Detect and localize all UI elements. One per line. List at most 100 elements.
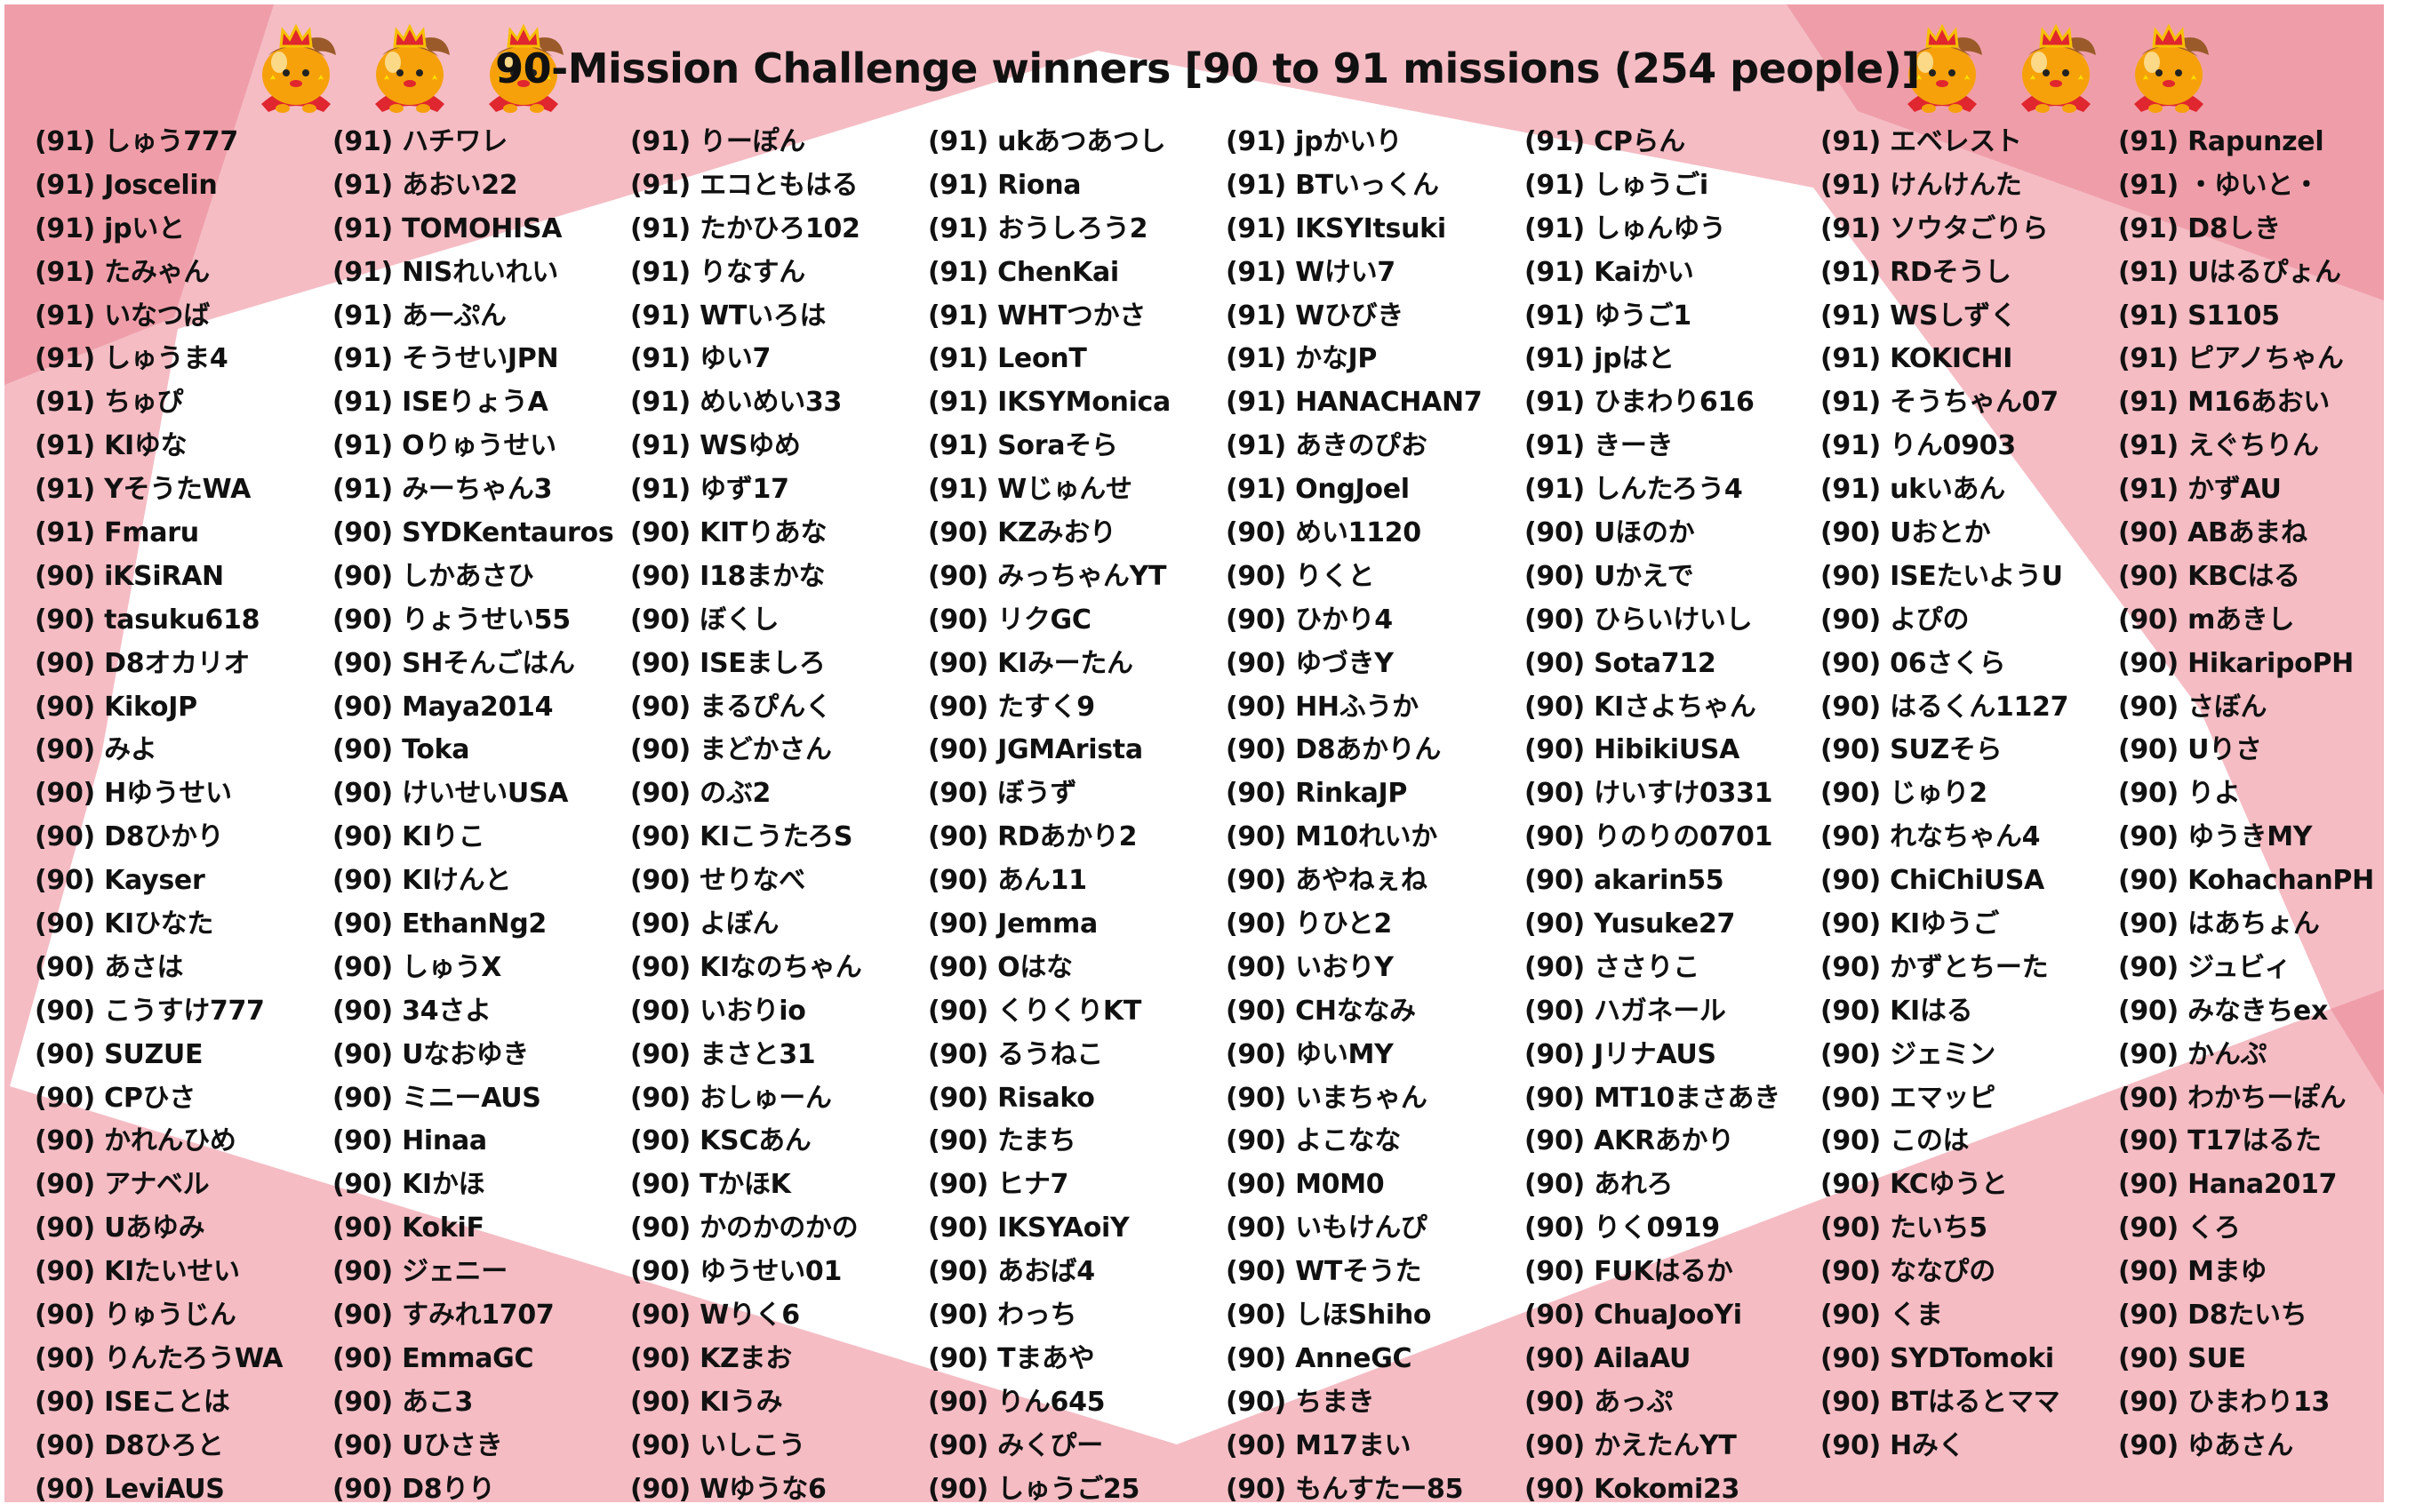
winner-entry: (91) たかひろ102 [630,212,860,244]
winner-entry: (90) Uほのか [1524,517,1695,549]
winner-entry: (90) D8りり [332,1473,495,1505]
winner-entry: (90) あっぷ [1524,1386,1674,1418]
winner-entry: (90) EthanNg2 [332,908,547,940]
winner-entry: (90) KIこうたろS [630,821,853,853]
winner-entry: (91) エベレスト [1820,126,2022,157]
winner-entry: (90) KIみーたん [928,647,1133,679]
winner-entry: (90) SUE [2118,1342,2246,1374]
winner-entry: (91) HANACHAN7 [1226,387,1483,419]
winner-entry: (90) たすく9 [928,691,1095,723]
winner-entry: (90) くりくりKT [928,995,1142,1027]
winner-entry: (90) しかあさひ [332,560,534,592]
winner-entry: (90) Uなおゆき [332,1038,529,1070]
winner-entry: (90) わっち [928,1300,1077,1332]
winner-entry: (90) ななぴの [1820,1256,1995,1288]
winner-entry: (90) りく0919 [1524,1212,1720,1244]
winner-entry: (90) しゅうご25 [928,1473,1140,1505]
winner-entry: (91) しゅんゆう [1524,212,1726,244]
winner-entry: (90) のぶ2 [630,778,772,810]
winner-entry: (90) Wゆうな6 [630,1473,827,1505]
winner-entry: (90) もんすたー85 [1226,1473,1464,1505]
winner-entry: (91) ゆうご1 [1524,300,1691,332]
winner-entry: (90) Maya2014 [332,691,554,723]
winner-entry: (90) ぼうず [928,778,1077,810]
winner-entry: (91) Fmaru [35,517,199,549]
winner-entry: (91) エコともはる [630,169,859,201]
winner-entry: (90) RinkaJP [1226,778,1408,810]
winners-column: (91) Rapunzel (91) ・ゆいと・ (91) D8しき (91) Uはる… [2118,121,2374,1468]
winner-entry: (90) みくぴー [928,1429,1103,1461]
winner-entry: (91) WSゆめ [630,430,801,462]
winner-entry: (90) たまち [928,1125,1076,1157]
crowned-orange-mascot-icon [2116,20,2221,119]
winner-entry: (90) KohachanPH [2118,865,2374,897]
winner-entry: (90) SUZUE [35,1038,204,1070]
winner-entry: (91) そうちゃん07 [1820,387,2059,419]
winner-entry: (90) KIひなた [35,908,214,940]
winner-entry: (90) D8ひろと [35,1429,224,1461]
winner-entry: (90) M17まい [1226,1429,1411,1461]
winner-entry: (90) KBCはる [2118,560,2300,592]
winner-entry: (90) かのかのかの [630,1212,859,1244]
winner-entry: (90) かずとちーた [1820,951,2049,983]
winner-entry: (90) Risako [928,1082,1095,1114]
winner-entry: (90) LeviAUS [35,1473,225,1505]
winner-entry: (90) ひかり4 [1226,604,1393,636]
page-title: 90-Mission Challenge winners [90 to 91 m… [495,44,1920,92]
winner-entry: (90) せりなべ [630,865,805,897]
winner-entry: (90) さぼん [2118,691,2267,723]
winner-entry: (90) くろ [2118,1212,2241,1244]
winner-entry: (91) jpかいり [1226,126,1403,157]
winner-entry: (90) はるくん1127 [1820,691,2069,723]
winner-entry: (90) KIうみ [630,1386,783,1418]
winner-entry: (90) ジェニー [332,1256,508,1288]
winner-entry: (90) HibikiUSA [1524,734,1739,766]
crowned-orange-mascot-icon [357,20,462,119]
winner-entry: (91) Wけい7 [1226,256,1395,288]
winner-entry: (90) ミニーAUS [332,1082,541,1114]
winner-entry: (91) NISれいれい [332,256,558,288]
winner-entry: (90) ゆいMY [1226,1038,1394,1070]
winner-entry: (90) Uおとか [1820,517,1991,549]
winner-entry: (90) Uかえで [1524,560,1694,592]
winner-entry: (90) ABあまね [2118,517,2307,549]
winner-entry: (90) KIかほ [332,1169,485,1201]
winner-entry: (90) FUKはるか [1524,1256,1733,1288]
winner-entry: (90) しほShiho [1226,1300,1432,1332]
winner-entry: (90) りゅうじん [35,1300,236,1332]
winner-entry: (90) Kokomi23 [1524,1473,1740,1505]
winner-entry: (91) Joscelin [35,169,218,201]
winner-entry: (91) けんけんた [1820,169,2022,201]
winner-entry: (91) KOKICHI [1820,343,2013,375]
winner-entry: (90) みっちゃんYT [928,560,1167,592]
winner-entry: (90) ゆうきMY [2118,821,2313,853]
winner-entry: (91) りーぽん [630,126,805,157]
winner-entry: (91) ピアノちゃん [2118,343,2344,375]
winner-entry: (90) ささりこ [1524,951,1699,983]
winner-entry: (90) エマッピ [1820,1082,1995,1114]
winner-entry: (90) みよ [35,734,157,766]
winner-entry: (90) あこ3 [332,1386,474,1418]
winner-entry: (91) あおい22 [332,169,518,201]
winner-entry: (91) Kaiかい [1524,256,1694,288]
winner-entry: (90) いしこう [630,1429,805,1461]
winner-entry: (91) Wひびき [1226,300,1404,332]
winner-entry: (90) けいせいUSA [332,778,569,810]
winner-entry: (90) WTそうた [1226,1256,1422,1288]
winner-entry: (90) Wりく6 [630,1300,800,1332]
winner-entry: (90) AilaAU [1524,1342,1691,1374]
crowned-orange-mascot-icon [2003,20,2108,119]
winner-entry: (91) ukあつあつし [928,126,1166,157]
winner-entry: (91) Riona [928,169,1082,201]
crowned-orange-mascot-icon [1890,20,1995,119]
winner-entry: (91) jpはと [1524,343,1675,375]
winner-entry: (90) AnneGC [1226,1342,1412,1374]
winner-entry: (91) jpいと [35,212,185,244]
winner-entry: (90) JGMArista [928,734,1143,766]
winner-entry: (90) ヒナ7 [928,1169,1069,1201]
winner-entry: (91) かずAU [2118,474,2282,506]
winner-entry: (90) KikoJP [35,691,197,723]
winner-entry: (91) ISEりょうA [332,387,548,419]
winner-entry: (91) ゆい7 [630,343,772,375]
